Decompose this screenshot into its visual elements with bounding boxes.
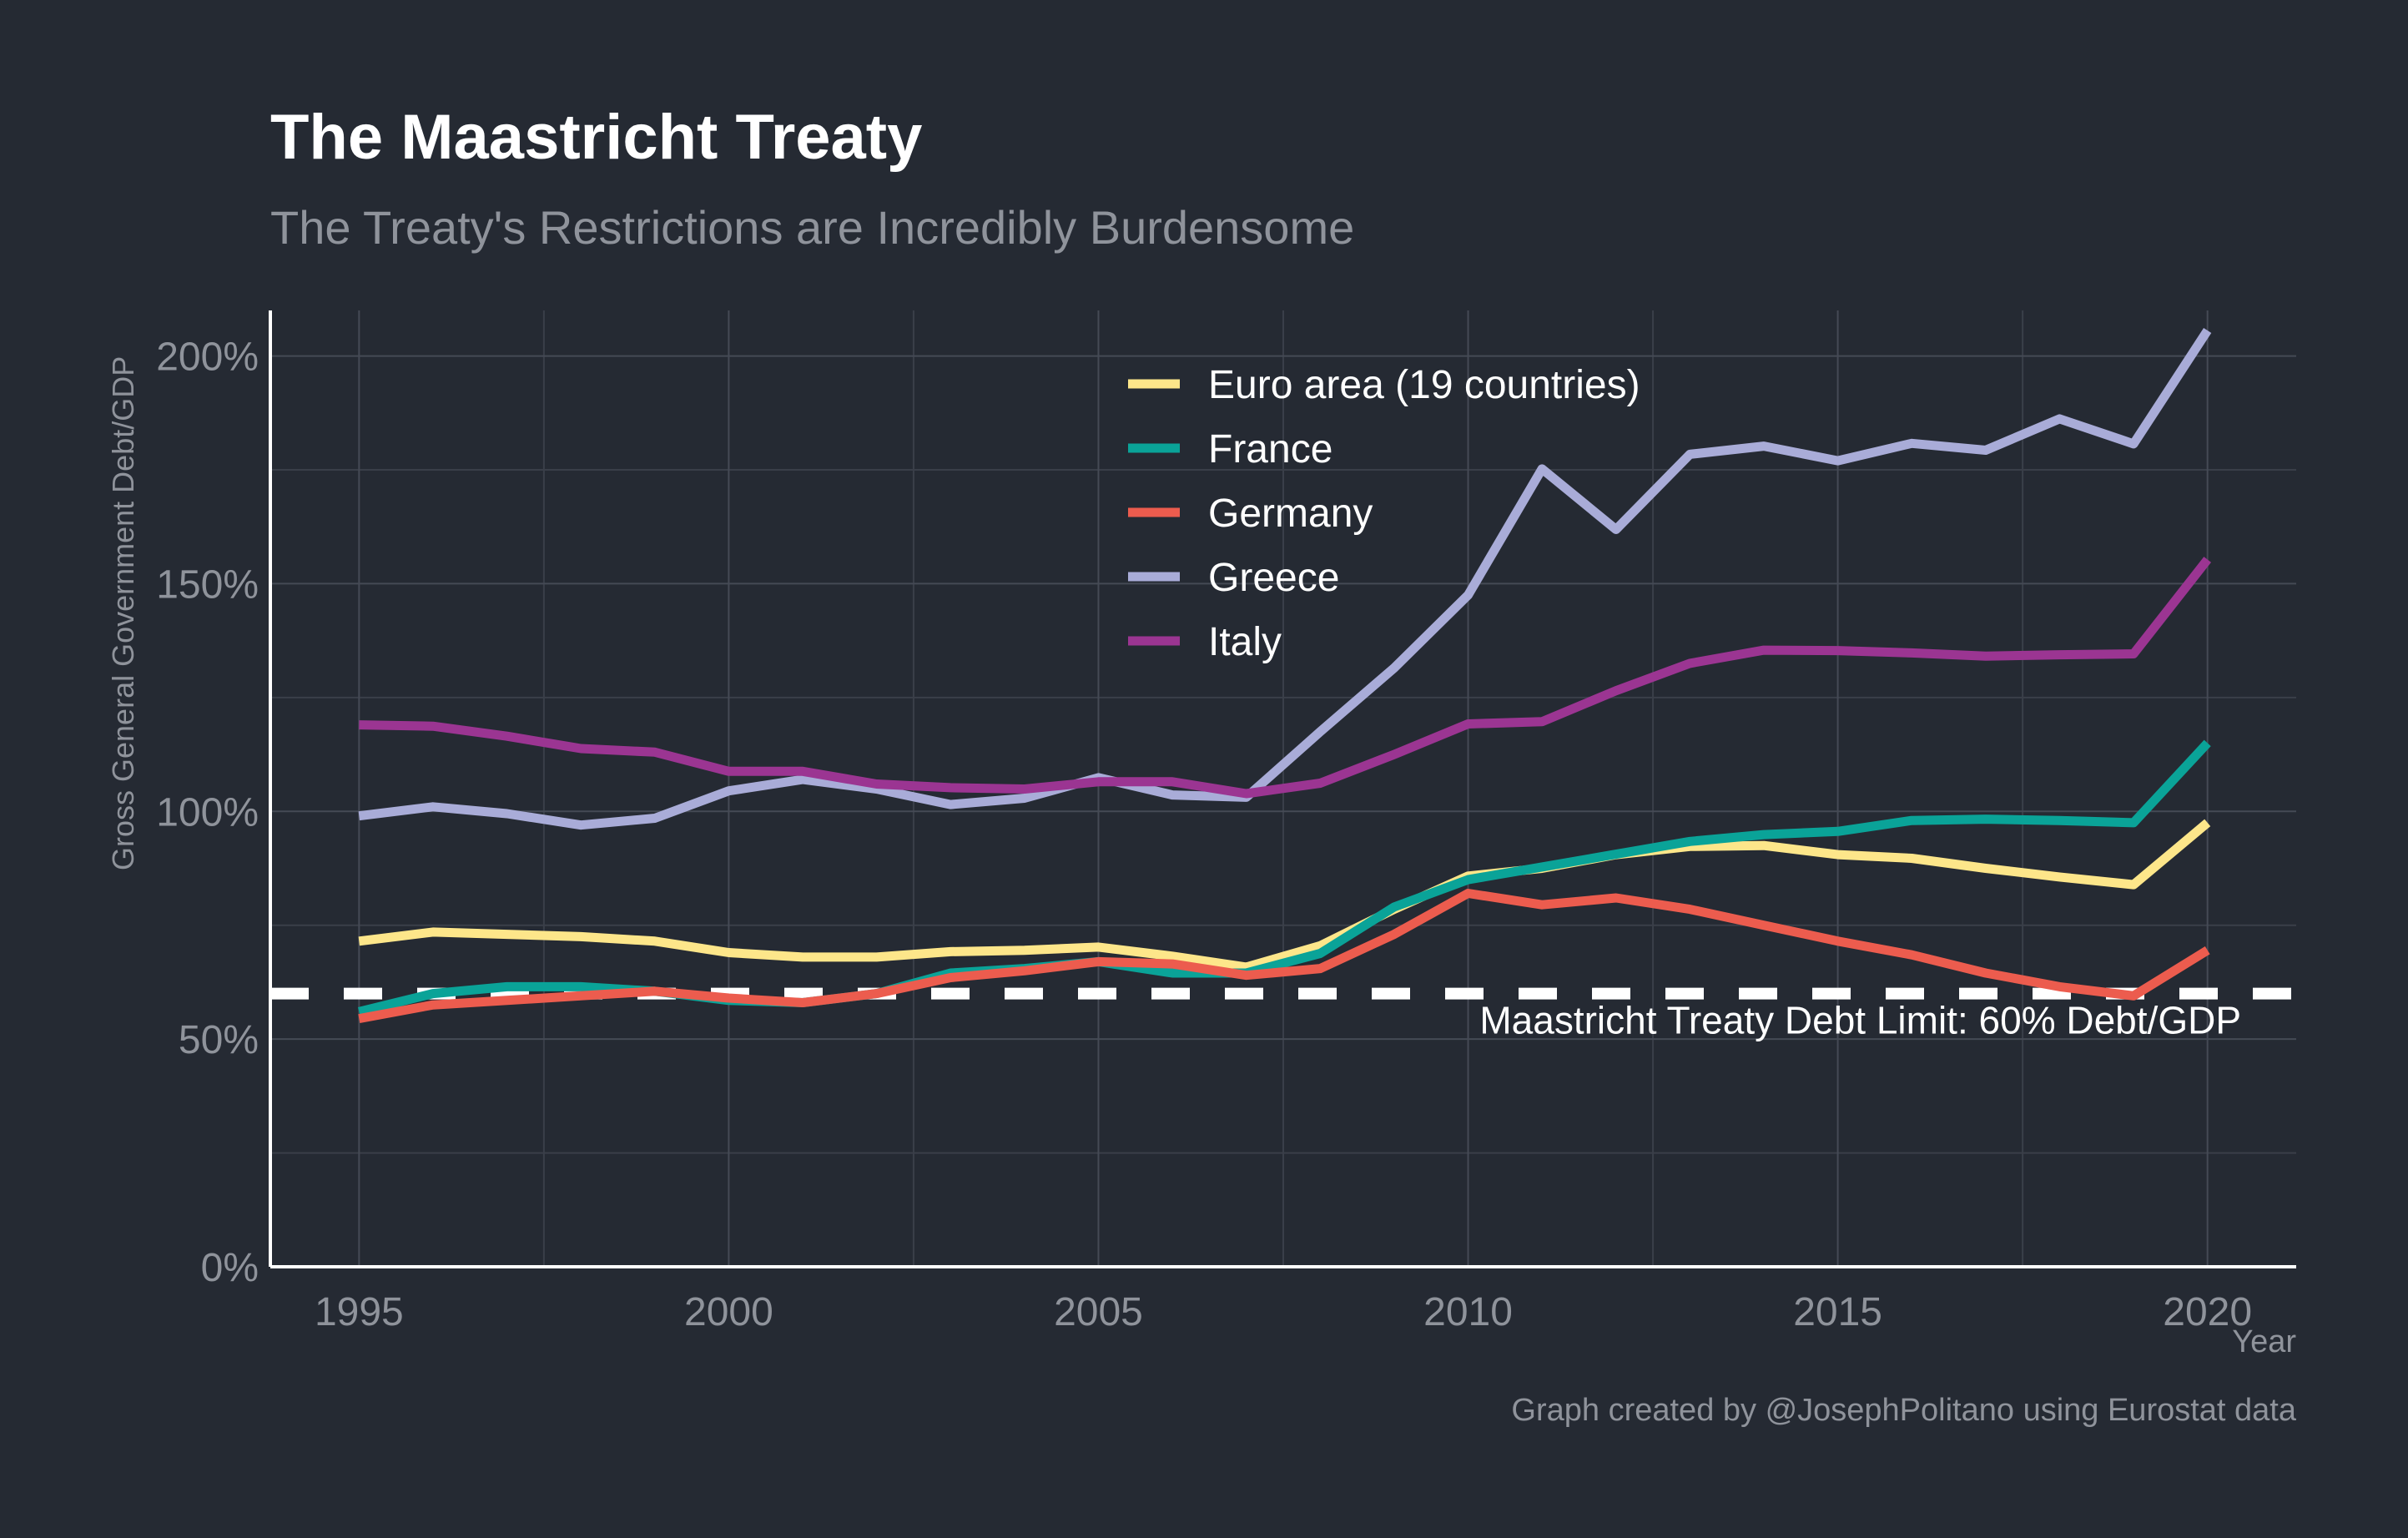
series-line-euro-area-19-countries	[358, 819, 2211, 972]
y-tick-label: 100%	[156, 790, 259, 835]
chart-subtitle: The Treaty's Restrictions are Incredibly…	[270, 201, 1354, 254]
x-tick-label: 2005	[1054, 1290, 1143, 1334]
y-tick-label: 50%	[179, 1018, 259, 1062]
legend: Euro area (19 countries) France Germany Gre…	[1128, 363, 1640, 664]
x-tick-label: 2020	[2163, 1290, 2252, 1334]
x-axis-label: Year	[2232, 1324, 2296, 1359]
chart-caption: Graph created by @JosephPolitano using E…	[1511, 1393, 2296, 1428]
series-line-germany	[358, 889, 2210, 1024]
chart-title: The Maastricht Treaty	[270, 102, 922, 173]
x-tick-label: 2015	[1793, 1290, 1882, 1334]
legend-label: Italy	[1208, 620, 1282, 664]
reference-line-group: Maastricht Treaty Debt Limit: 60% Debt/G…	[270, 987, 2296, 1042]
legend-label: Euro area (19 countries)	[1208, 363, 1640, 407]
y-tick-label: 150%	[156, 562, 259, 607]
series-line-greece	[358, 327, 2212, 830]
series-lines	[357, 327, 2212, 1024]
x-tick-label: 2000	[684, 1290, 773, 1334]
y-tick-labels: 0% 50% 100% 150% 200%	[156, 335, 259, 1290]
x-tick-labels: 1995 2000 2005 2010 2015 2020	[315, 1290, 2252, 1334]
y-axis-label: Gross General Government Debt/GDP	[106, 356, 140, 870]
y-tick-label: 200%	[156, 335, 259, 380]
series-line-italy	[359, 557, 2212, 799]
legend-label: Greece	[1208, 556, 1339, 600]
legend-label: Germany	[1208, 492, 1373, 536]
y-tick-label: 0%	[201, 1246, 259, 1290]
x-tick-label: 2010	[1423, 1290, 1513, 1334]
legend-label: France	[1208, 427, 1332, 471]
reference-line-label: Maastricht Treaty Debt Limit: 60% Debt/G…	[1479, 999, 2241, 1042]
x-tick-label: 1995	[315, 1290, 404, 1334]
